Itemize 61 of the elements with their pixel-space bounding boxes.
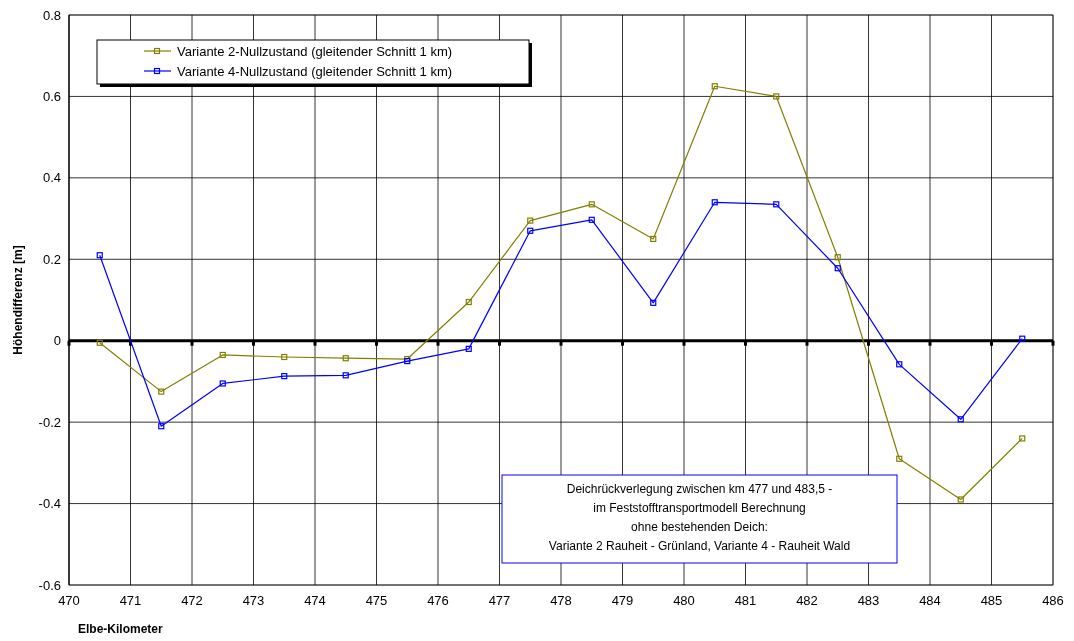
y-tick-label: 0.8 <box>42 7 61 23</box>
y-tick-label: 0.6 <box>42 88 61 104</box>
point <box>527 227 534 234</box>
point <box>1019 435 1026 442</box>
point <box>281 373 288 380</box>
x-tick-label: 482 <box>796 593 818 608</box>
x-tick-label: 478 <box>550 593 572 608</box>
text-box: Deichrückverlegung zwischen km 477 und 483,5 - im Feststofftransportmodell Berechnung ohne bestehenden Deich: Variante 2 Rauheit - Grünland, Variante 4 - Rauheit Wald <box>501 474 898 564</box>
y-tick-label: -0.4 <box>38 496 61 512</box>
x-tick-label: 486 <box>1042 593 1064 608</box>
x-tick-label: 474 <box>304 593 326 608</box>
x-tick-label: 480 <box>673 593 695 608</box>
point <box>158 423 165 430</box>
point <box>342 372 349 379</box>
x-tick-label: 483 <box>857 593 880 608</box>
point <box>158 388 165 395</box>
y-tick-label: 0 <box>53 333 61 349</box>
point <box>465 298 472 306</box>
y-tick-label: -0.2 <box>38 414 61 430</box>
x-axis-title: Elbe-Kilometer <box>78 622 164 636</box>
legend-label: Variante 2-Nullzustand (gleitender Schnitt 1 km) <box>177 43 453 59</box>
x-tick-label: 475 <box>365 593 388 608</box>
point <box>219 351 226 359</box>
point <box>896 455 903 462</box>
point <box>1019 335 1026 342</box>
legend-label: Variante 4-Nullzustand (gleitender Schnitt 1 km) <box>177 63 453 79</box>
x-tick-label: 477 <box>488 593 511 608</box>
x-tick-label: 470 <box>58 593 80 608</box>
x-tick-label: 485 <box>980 593 1003 608</box>
point <box>773 201 780 208</box>
point <box>834 265 841 272</box>
point <box>342 355 349 362</box>
x-tick-label: 476 <box>427 593 449 608</box>
x-tick-label: 481 <box>734 593 757 608</box>
x-tick-label: 471 <box>119 593 142 608</box>
y-axis-title: Höhendifferenz [m] <box>11 245 25 355</box>
point <box>96 252 103 259</box>
point <box>588 216 595 223</box>
point <box>711 83 718 90</box>
point <box>773 93 780 100</box>
x-tick-label: 479 <box>611 593 634 608</box>
x-tick-label: 473 <box>242 593 265 608</box>
x-tick-label: 472 <box>181 593 203 608</box>
point <box>96 339 103 346</box>
annotation: Deichrückverlegung zwischen km 477 und 483,5 - im Feststofftransportmodell Berechnung ohne bestehenden Deich: Variante 2 Rauheit - Grünland, Variante 4 - Rauheit Wald <box>548 482 851 553</box>
y-tick-label: 0.4 <box>42 170 61 186</box>
point <box>957 496 964 503</box>
point <box>896 361 903 368</box>
point <box>650 235 657 243</box>
y-tick-label: -0.6 <box>38 577 61 593</box>
point <box>219 380 226 387</box>
point <box>281 353 288 361</box>
y-tick-label: 0.2 <box>42 251 61 267</box>
x-tick-label: 484 <box>919 593 941 608</box>
point <box>957 416 964 423</box>
point <box>834 254 841 261</box>
point <box>588 201 595 208</box>
point <box>711 199 718 206</box>
point <box>650 299 657 306</box>
point <box>465 345 472 352</box>
point <box>527 217 534 224</box>
